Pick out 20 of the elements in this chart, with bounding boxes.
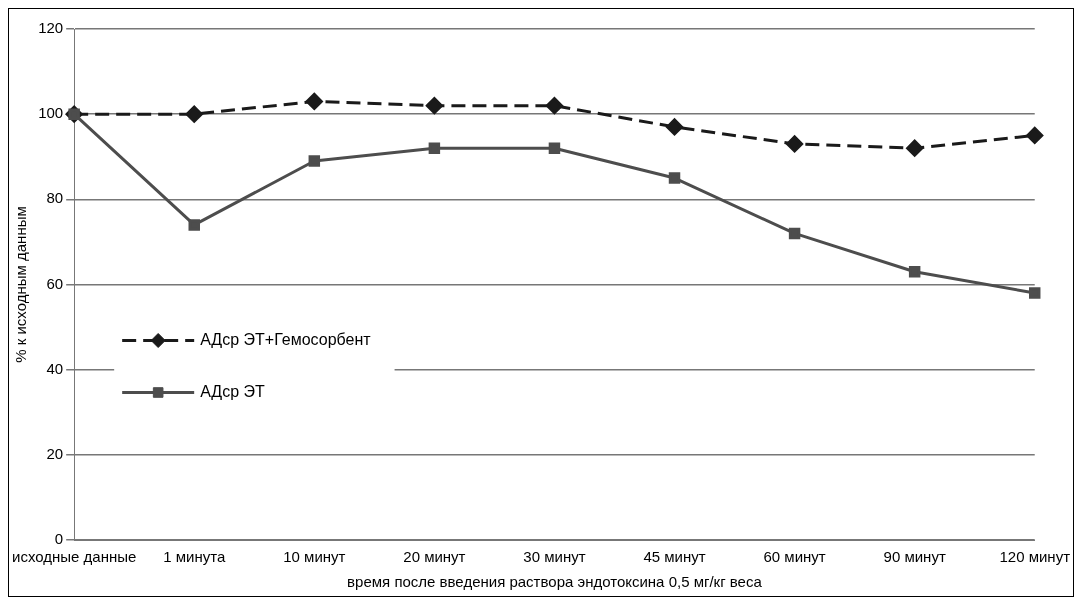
x-tick-label: 1 минута [163,548,226,566]
y-tick-label: 40 [46,359,64,377]
legend-label: АДср ЭТ [200,382,266,400]
x-tick-label: 120 минут [999,548,1071,566]
x-tick-label: 60 минут [763,548,826,566]
legend-label: АДср ЭТ+Гемосорбент [200,330,372,348]
y-tick-label: 20 [46,444,64,462]
x-axis-title: время после введения раствора эндотоксина 0,5 мг/кг веса [347,573,763,591]
y-axis-title: % к исходным данным [12,206,30,363]
x-tick-label: 45 минут [643,548,706,566]
y-tick-label: 80 [46,189,64,207]
x-tick-label: исходные данные [12,548,137,566]
x-tick-label: 10 минут [283,548,346,566]
y-tick-label: 0 [54,530,64,548]
y-tick-label: 100 [38,104,64,122]
x-tick-label: 90 минут [883,548,946,566]
y-tick-label: 60 [46,274,64,292]
y-tick-label: 120 [38,19,64,37]
x-tick-label: 30 минут [523,548,586,566]
x-tick-label: 20 минут [403,548,466,566]
